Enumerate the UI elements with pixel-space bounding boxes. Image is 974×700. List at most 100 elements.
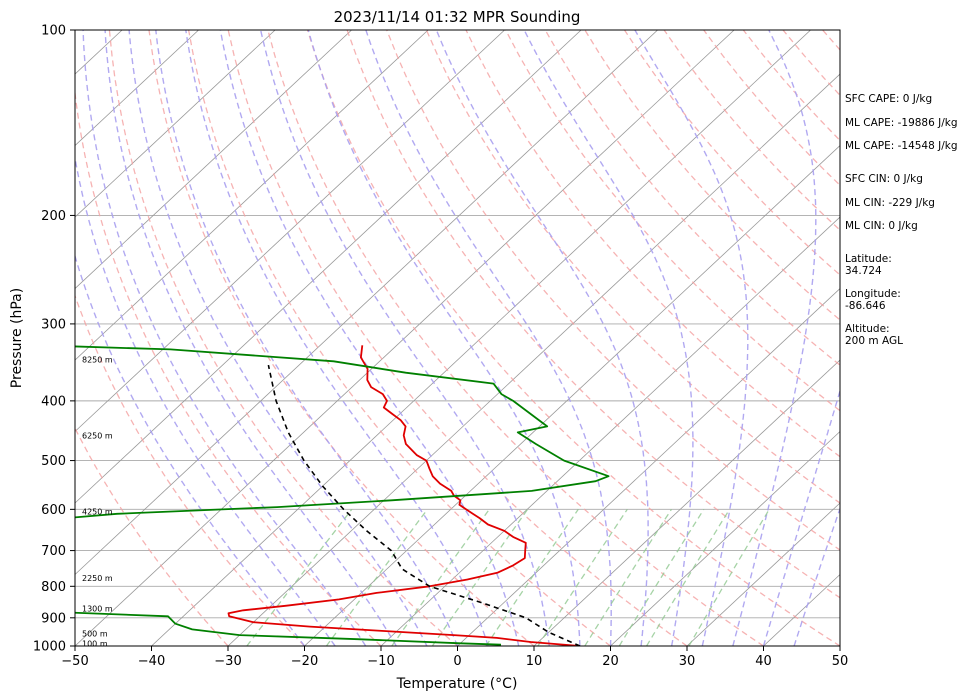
- isotherm-line: [75, 30, 505, 433]
- moist-adiabat: [219, 30, 520, 646]
- parcel-profile: [267, 364, 581, 646]
- dry-adiabat: [75, 426, 229, 646]
- x-tick-label: −30: [214, 654, 241, 669]
- dry-adiabat: [425, 30, 840, 504]
- y-tick-label: 400: [41, 394, 66, 409]
- dry-adiabat: [227, 30, 688, 646]
- dry-adiabat: [108, 30, 458, 646]
- y-axis-label: Pressure (hPa): [9, 288, 25, 388]
- x-axis-label: Temperature (°C): [396, 676, 518, 692]
- x-axis: −50 −40 −30 −20 −10 0 10 20 30 40 50: [61, 646, 848, 669]
- longitude-label: Longitude:: [845, 288, 901, 300]
- background-lines: [75, 30, 840, 646]
- ml-cape-1: ML CAPE: -19886 J/kg: [845, 117, 958, 129]
- moist-adiabat: [259, 30, 550, 646]
- moist-adiabat: [523, 30, 694, 646]
- latitude-value: 34.724: [845, 265, 882, 277]
- ml-cape-2: ML CAPE: -14548 J/kg: [845, 140, 958, 152]
- y-tick-label: 800: [41, 580, 66, 595]
- isotherm-line: [533, 359, 840, 646]
- moist-adiabat: [128, 30, 428, 646]
- moist-adiabat: [185, 30, 489, 646]
- moist-adiabat: [762, 388, 840, 646]
- height-label: 1300 m: [82, 605, 113, 614]
- y-tick-label: 900: [41, 611, 66, 626]
- sfc-cin: SFC CIN: 0 J/kg: [845, 173, 923, 185]
- isotherm-line: [75, 30, 199, 147]
- isotherm-line: [686, 502, 840, 646]
- temperature-profile: [227, 345, 580, 646]
- isotherm-line: [75, 30, 352, 290]
- dewpoint-profile: [75, 345, 610, 646]
- altitude-label: Altitude:: [845, 323, 890, 335]
- plot-background: [75, 30, 840, 646]
- ml-cin-1: ML CIN: -229 J/kg: [845, 197, 935, 209]
- dry-adiabat: [544, 30, 840, 366]
- y-tick-label: 300: [41, 317, 66, 332]
- x-tick-label: 20: [602, 654, 619, 669]
- info-panel: SFC CAPE: 0 J/kg ML CAPE: -19886 J/kg ML…: [845, 93, 958, 347]
- x-tick-label: 50: [832, 654, 849, 669]
- isotherm-line: [75, 30, 658, 576]
- dry-adiabat: [505, 30, 840, 412]
- moist-adiabat: [104, 30, 397, 646]
- y-tick-label: 100: [41, 24, 66, 39]
- chart-title: 2023/11/14 01:32 MPR Sounding: [334, 8, 581, 26]
- mixing-ratio-line: [646, 508, 731, 646]
- dry-adiabat: [187, 30, 611, 646]
- mixing-ratio-line: [584, 508, 672, 646]
- isotherm-line: [75, 30, 276, 218]
- isotherm-line: [227, 73, 840, 646]
- isotherm-line: [151, 30, 811, 646]
- height-label: 4250 m: [82, 508, 113, 517]
- x-tick-label: −10: [367, 654, 394, 669]
- height-label: 8250 m: [82, 356, 113, 365]
- isotherm-line: [380, 216, 840, 646]
- x-tick-label: 40: [755, 654, 772, 669]
- moist-adiabat: [82, 30, 367, 646]
- data-lines: [75, 345, 610, 646]
- ml-cin-2: ML CIN: 0 J/kg: [845, 220, 918, 232]
- moist-adiabat: [307, 30, 581, 646]
- mixing-ratio-line: [485, 508, 579, 646]
- isotherm-line: [75, 30, 735, 646]
- moist-adiabat: [634, 30, 749, 646]
- dry-adiabat: [465, 30, 840, 458]
- height-label: 6250 m: [82, 431, 113, 440]
- x-tick-label: −40: [138, 654, 165, 669]
- isotherm-line: [304, 144, 840, 646]
- dry-adiabat: [148, 30, 535, 646]
- y-tick-label: 700: [41, 544, 66, 559]
- isotherm-line: [75, 30, 429, 361]
- mixing-ratio-line: [246, 508, 353, 646]
- isotherm-line: [75, 30, 582, 504]
- moist-adiabat: [793, 506, 840, 646]
- y-axis: 1000 900 800 700 600 500 400 300 200 100: [33, 24, 75, 655]
- height-label: 2250 m: [82, 574, 113, 583]
- y-tick-label: 200: [41, 209, 66, 224]
- x-tick-label: 30: [679, 654, 696, 669]
- mixing-ratio-line: [688, 508, 770, 646]
- mixing-ratio-line: [537, 508, 628, 646]
- height-label: 500 m: [82, 630, 108, 639]
- x-tick-label: 0: [453, 654, 461, 669]
- longitude-value: -86.646: [845, 300, 886, 312]
- isotherm-line: [610, 430, 840, 646]
- mixing-ratio-line: [618, 508, 705, 646]
- moist-adiabat: [75, 154, 336, 646]
- y-tick-label: 600: [41, 503, 66, 518]
- x-tick-label: −20: [291, 654, 318, 669]
- moist-adiabat: [365, 30, 612, 646]
- moist-adiabat: [75, 253, 306, 646]
- mixing-ratio-line: [431, 508, 529, 646]
- x-tick-label: 10: [526, 654, 543, 669]
- x-tick-label: −50: [61, 654, 88, 669]
- altitude-value: 200 m AGL: [845, 335, 903, 347]
- y-tick-label: 500: [41, 454, 66, 469]
- y-tick-label: 1000: [33, 640, 66, 655]
- dry-adiabat: [386, 30, 840, 551]
- latitude-label: Latitude:: [845, 253, 892, 265]
- moist-adiabat: [732, 30, 817, 646]
